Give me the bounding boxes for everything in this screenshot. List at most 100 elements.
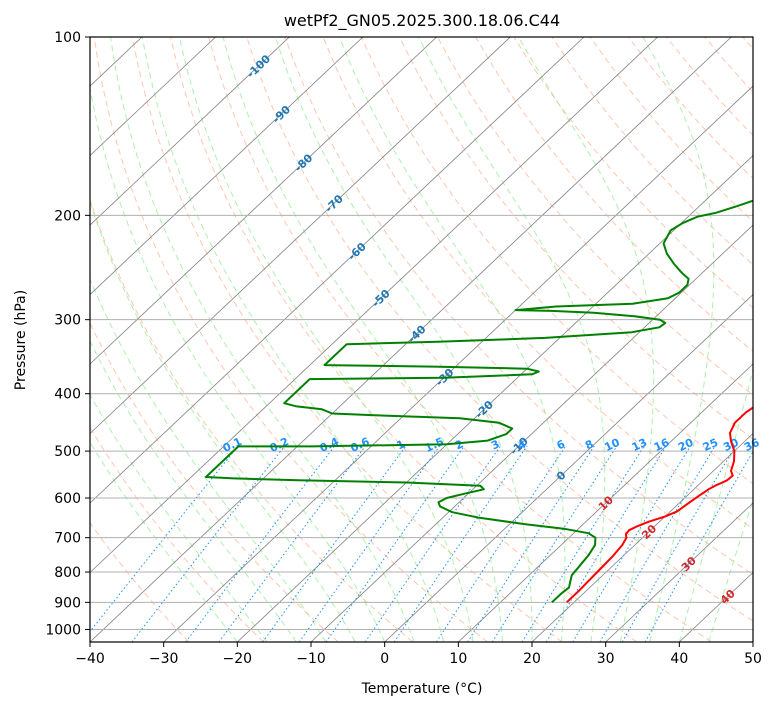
- moist-adiabat-line: [90, 85, 386, 642]
- x-tick-label: 40: [670, 651, 688, 667]
- isotherm-line: [531, 432, 753, 642]
- mixing-ratio-line: [599, 445, 716, 642]
- background-lines: [0, 37, 753, 642]
- isotherm-line: [90, 37, 216, 157]
- mixing-ratio-line: [572, 445, 691, 642]
- moist-adiabat-line: [518, 37, 654, 642]
- moist-adiabat-line: [678, 367, 753, 642]
- isotherm-line: [90, 37, 511, 435]
- isotherm-line: [90, 37, 658, 574]
- dry-adiabat-line: [475, 37, 753, 352]
- mixing-ratio-label: 20: [676, 436, 696, 454]
- y-tick-label: 300: [54, 313, 81, 329]
- dry-adiabat-line: [360, 37, 753, 485]
- mixing-ratio-line: [131, 445, 286, 642]
- y-tick-label: 200: [54, 208, 81, 224]
- mixing-ratio-label: 36: [742, 436, 762, 454]
- y-axis-label: Pressure (hPa): [13, 290, 29, 390]
- mixing-ratio-label: 2: [453, 437, 465, 452]
- x-tick-label: −30: [149, 651, 179, 667]
- moist-adiabat-line: [418, 37, 606, 642]
- mixing-ratio-line: [325, 445, 465, 642]
- dry-adiabat-line: [170, 37, 638, 642]
- isotherm-line: [237, 154, 753, 642]
- mixing-ratio-line: [644, 450, 753, 642]
- y-tick-label: 900: [54, 595, 81, 611]
- moist-adiabat-line: [90, 339, 297, 642]
- x-axis: −40 −30 −20 −10 0 10 20 30 40 50: [75, 642, 762, 667]
- moist-adiabat-line: [90, 277, 327, 642]
- moist-adiabat-line: [178, 37, 474, 642]
- dry-adiabat-line: [90, 198, 414, 642]
- x-tick-label: −20: [223, 651, 253, 667]
- dewpoint-profile-line: [204, 199, 753, 604]
- isotherm-line: [679, 571, 753, 642]
- mixing-ratio-line: [218, 445, 366, 642]
- dry-adiabat-line: [90, 426, 264, 642]
- dry-adiabat-line: [322, 37, 753, 530]
- mixing-ratio-label: 25: [701, 436, 720, 454]
- dry-adiabat-line: [398, 37, 753, 440]
- isotherm-line: [90, 37, 437, 365]
- y-tick-label: 600: [54, 491, 81, 507]
- dry-adiabat-line: [246, 37, 753, 622]
- mixing-ratio-label: 16: [652, 436, 672, 454]
- dry-adiabat-line: [742, 37, 753, 50]
- isotherm-line: [163, 85, 753, 642]
- dry-adiabat-line: [704, 37, 753, 93]
- mixing-ratio-line: [621, 445, 737, 642]
- isotherm-line: [90, 37, 290, 226]
- mixing-ratio-line: [491, 445, 618, 642]
- x-tick-label: 30: [597, 651, 615, 667]
- isotherm-line: [384, 293, 753, 642]
- mixing-ratio-line: [393, 445, 528, 642]
- moist-adiabat-line: [90, 393, 268, 642]
- moist-adiabat-line: [708, 498, 753, 642]
- mixing-ratio-label: 13: [630, 436, 649, 454]
- isotherm-line: [90, 37, 732, 642]
- moist-adiabat-line: [338, 37, 566, 642]
- mixing-ratio-line: [262, 445, 407, 642]
- isotherm-line: [90, 37, 585, 504]
- isotherm-line: [0, 37, 68, 642]
- mixing-ratio-labels: 0.1 0.2 0.4 0.6 1 1.5 2 3 4 6 8 10 13 16 20 25 30 36: [221, 435, 762, 455]
- mixing-ratio-label: 6: [555, 437, 568, 452]
- moist-adiabat-line: [275, 37, 533, 642]
- mixing-ratio-line: [467, 445, 595, 642]
- y-tick-label: 800: [54, 565, 81, 581]
- chart-title: wetPf2_GN05.2025.300.18.06.C44: [284, 11, 560, 31]
- mixing-ratio-line: [90, 445, 239, 633]
- isotherm-line: [90, 37, 364, 296]
- isotherm-line: [310, 224, 753, 642]
- moist-adiabat-line: [90, 200, 356, 642]
- x-axis-label: Temperature (°C): [361, 681, 483, 697]
- x-tick-label: −40: [75, 651, 105, 667]
- dry-adiabat-line: [551, 37, 753, 266]
- mixing-ratio-line: [298, 445, 441, 642]
- mixing-ratio-line: [545, 445, 667, 642]
- y-tick-label: 500: [54, 444, 81, 460]
- x-tick-label: 10: [449, 651, 467, 667]
- isotherm-line: [605, 502, 753, 642]
- moist-adiabat-line: [110, 37, 415, 642]
- dry-adiabat-line: [208, 37, 712, 642]
- plot-frame: [89, 36, 754, 643]
- dry-adiabat-line: [513, 37, 753, 309]
- x-tick-label: 20: [523, 651, 541, 667]
- dry-adiabat-line: [284, 37, 753, 576]
- mixing-ratio-label: 0.4: [318, 435, 341, 455]
- x-tick-label: 50: [744, 651, 762, 667]
- profile-lines: [204, 199, 753, 604]
- y-tick-label: 400: [54, 387, 81, 403]
- dry-adiabat-line: [93, 37, 488, 642]
- isotherm-line: [752, 641, 753, 642]
- moist-adiabat-line: [222, 37, 503, 642]
- mixing-ratio-label: 0.2: [268, 435, 291, 455]
- x-tick-label: −10: [296, 651, 326, 667]
- dry-adiabat-line: [666, 37, 753, 137]
- dry-adiabat-line: [90, 321, 339, 642]
- mixing-ratio-line: [435, 445, 567, 642]
- moist-adiabat-line: [90, 441, 238, 642]
